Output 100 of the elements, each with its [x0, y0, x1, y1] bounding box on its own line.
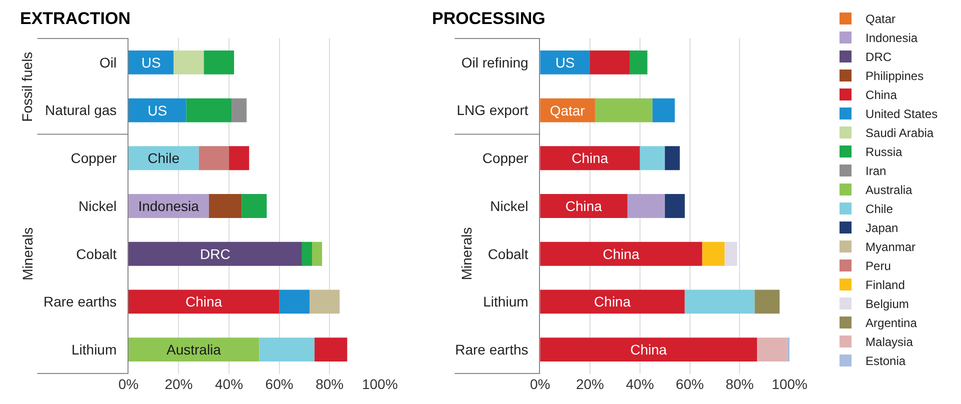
bar: [724, 242, 738, 266]
legend-label: Saudi Arabia: [866, 126, 934, 140]
y-tick-label: Nickel: [78, 198, 117, 214]
bar: [186, 98, 232, 122]
y-tick-label: Nickel: [490, 198, 528, 214]
data-label: China: [572, 150, 608, 166]
bar: [309, 290, 340, 314]
data-label: US: [555, 54, 575, 70]
legend-label: Estonia: [866, 354, 906, 368]
y-tick-label: Cobalt: [488, 246, 528, 262]
legend-label: Peru: [866, 259, 891, 274]
bar: [702, 242, 725, 266]
legend-label: Qatar: [866, 12, 896, 26]
bar: [204, 50, 234, 74]
data-label: Qatar: [550, 102, 586, 118]
data-label: Indonesia: [138, 198, 200, 214]
bar: [540, 194, 628, 218]
y-tick-label: Oil refining: [461, 54, 528, 70]
bar: [259, 338, 315, 362]
bar: [627, 194, 665, 218]
data-label: China: [602, 246, 640, 262]
bar: [128, 98, 186, 122]
x-tick-label: 80%: [726, 376, 754, 392]
x-tick-label: 100%: [772, 376, 808, 392]
x-tick-label: 40%: [215, 376, 244, 392]
legend-label: Australia: [866, 183, 913, 198]
bar: [757, 338, 788, 362]
y-tick-label: Lithium: [72, 341, 117, 358]
x-tick-label: 80%: [316, 376, 344, 392]
bar: [314, 338, 348, 362]
y-tick-label: Copper: [482, 150, 529, 166]
legend-label: Myanmar: [866, 240, 916, 254]
legend-label: Indonesia: [866, 31, 918, 46]
chart-title: PROCESSING: [432, 9, 546, 28]
bar: [684, 290, 755, 314]
bar: [652, 98, 675, 122]
bar: [229, 146, 250, 170]
bar: [640, 146, 665, 170]
y-tick-label: Natural gas: [45, 102, 117, 118]
x-tick-label: 0%: [530, 376, 550, 392]
bar: [128, 242, 302, 266]
data-label: US: [141, 54, 161, 70]
bar: [594, 98, 652, 122]
legend-label: Malaysia: [866, 335, 914, 350]
y-tick-label: Oil: [100, 54, 117, 70]
bar: [174, 50, 204, 74]
bar: [208, 194, 242, 218]
bar: [664, 146, 680, 170]
bar: [232, 98, 247, 122]
bar: [128, 146, 199, 170]
bar: [128, 290, 280, 314]
y-tick-label: Copper: [70, 150, 117, 166]
data-label: US: [148, 102, 168, 118]
x-tick-label: 100%: [362, 376, 398, 392]
chart-title: EXTRACTION: [20, 9, 130, 28]
bar: [664, 194, 685, 218]
x-tick-label: 60%: [676, 376, 704, 392]
data-label: DRC: [200, 246, 230, 262]
text: Fossil fuels: [19, 52, 36, 122]
text: Minerals: [458, 227, 474, 280]
bar: [590, 50, 630, 74]
bar: [754, 290, 780, 314]
x-tick-label: 60%: [265, 376, 294, 392]
data-label: China: [630, 342, 668, 358]
data-label: Chile: [148, 150, 180, 166]
y-tick-label: Rare earths: [43, 294, 117, 310]
y-tick-label: Rare earths: [455, 341, 528, 358]
legend-label: United States: [866, 107, 938, 122]
y-tick-label: LNG export: [456, 102, 528, 118]
bar: [128, 338, 260, 362]
data-label: China: [185, 294, 222, 310]
legend-label: Japan: [866, 221, 898, 236]
y-tick-label: Lithium: [483, 294, 528, 310]
legend-label: Philippines: [866, 69, 924, 84]
bar: [630, 50, 648, 74]
y-tick-label: Cobalt: [76, 246, 117, 262]
legend-label: China: [866, 88, 898, 102]
legend-label: Iran: [866, 164, 886, 178]
bar: [302, 242, 312, 266]
bar: [242, 194, 267, 218]
legend-label: Russia: [866, 145, 903, 160]
legend-label: Finland: [866, 278, 905, 292]
bar: [540, 50, 590, 74]
data-label: China: [594, 294, 631, 310]
bar: [312, 242, 322, 266]
bar: [540, 338, 758, 362]
legend-label: Chile: [866, 202, 894, 216]
data-label: Australia: [166, 342, 222, 358]
bar: [128, 50, 174, 74]
data-label: China: [565, 198, 602, 214]
bar: [198, 146, 230, 170]
x-tick-label: 40%: [626, 376, 654, 392]
legend-label: Argentina: [866, 316, 918, 330]
x-tick-label: 20%: [576, 376, 604, 392]
x-tick-label: 0%: [118, 376, 139, 392]
x-tick-label: 20%: [164, 376, 193, 392]
bar: [540, 146, 640, 170]
bar: [787, 338, 790, 362]
legend-label: Belgium: [866, 297, 909, 312]
bar: [540, 290, 685, 314]
